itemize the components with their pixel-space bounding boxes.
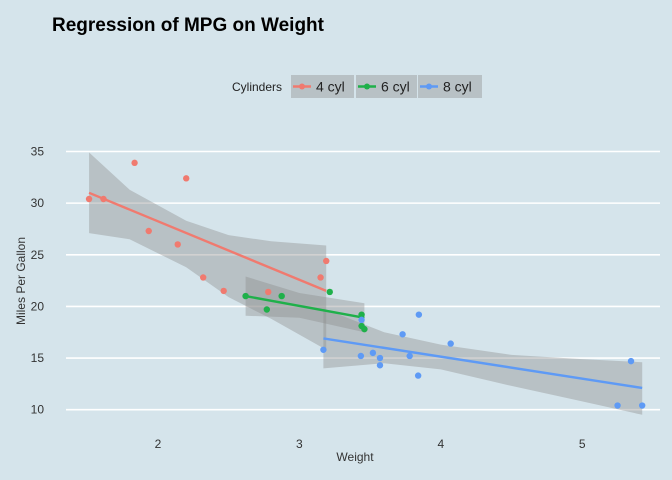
x-axis-title: Weight [336,450,374,464]
y-tick-labels: 10 15 20 25 30 35 [31,144,45,416]
data-point [447,340,454,347]
data-point [326,288,333,296]
data-point [638,402,646,409]
data-points [85,159,646,409]
data-point [242,292,249,300]
y-axis-title: Miles Per Gallon [14,237,28,325]
data-point [376,362,384,369]
y-tick-label: 20 [31,299,45,313]
y-tick-label: 10 [31,403,45,417]
fit-line [245,294,365,319]
data-point [406,352,413,360]
data-point [220,287,227,295]
x-tick-label: 5 [579,437,586,451]
data-point [376,354,384,362]
legend-key [418,75,482,98]
data-point [627,357,635,365]
legend-marker [364,83,370,90]
data-point [369,349,377,357]
fit-line [88,191,327,293]
y-tick-label: 15 [31,351,45,365]
data-point [174,241,181,248]
data-point [399,331,406,338]
data-point [100,195,107,203]
fit-lines [88,191,643,390]
x-tick-label: 3 [296,437,303,451]
confidence-band [245,276,365,333]
legend-label: 6 cyl [381,79,410,95]
legend: Cylinders 4 cyl 6 cyl 8 cyl [232,75,482,98]
data-point [199,274,207,281]
legend-items: 4 cyl 6 cyl 8 cyl [291,75,482,98]
data-point [320,346,327,353]
data-point [415,311,423,318]
fit-line [323,337,643,390]
x-tick-labels: 2 3 4 5 [155,437,586,451]
data-point [265,288,272,296]
data-point [361,325,368,333]
x-tick-label: 2 [155,437,162,451]
data-point [323,257,330,265]
y-tick-label: 25 [31,248,45,262]
confidence-band [323,308,643,415]
chart-title: Regression of MPG on Weight [52,15,325,36]
legend-label: 8 cyl [443,79,472,95]
data-point [317,274,324,281]
confidence-band [89,152,327,350]
data-point [358,316,365,324]
data-point [183,175,190,182]
data-point [614,402,621,409]
legend-marker [299,83,305,90]
data-point [145,227,152,235]
gridlines [66,150,660,411]
y-tick-label: 35 [31,144,45,158]
legend-title: Cylinders [232,80,282,94]
data-point [85,195,93,203]
data-point [278,292,285,300]
data-point [131,159,138,167]
legend-label: 4 cyl [316,79,345,95]
data-point [414,372,422,379]
data-point [263,306,271,313]
x-tick-label: 4 [437,437,444,451]
legend-marker [426,83,432,90]
legend-key [356,75,417,98]
y-tick-label: 30 [31,196,45,210]
legend-key [291,75,354,98]
data-point [358,311,365,318]
data-point [357,352,365,360]
